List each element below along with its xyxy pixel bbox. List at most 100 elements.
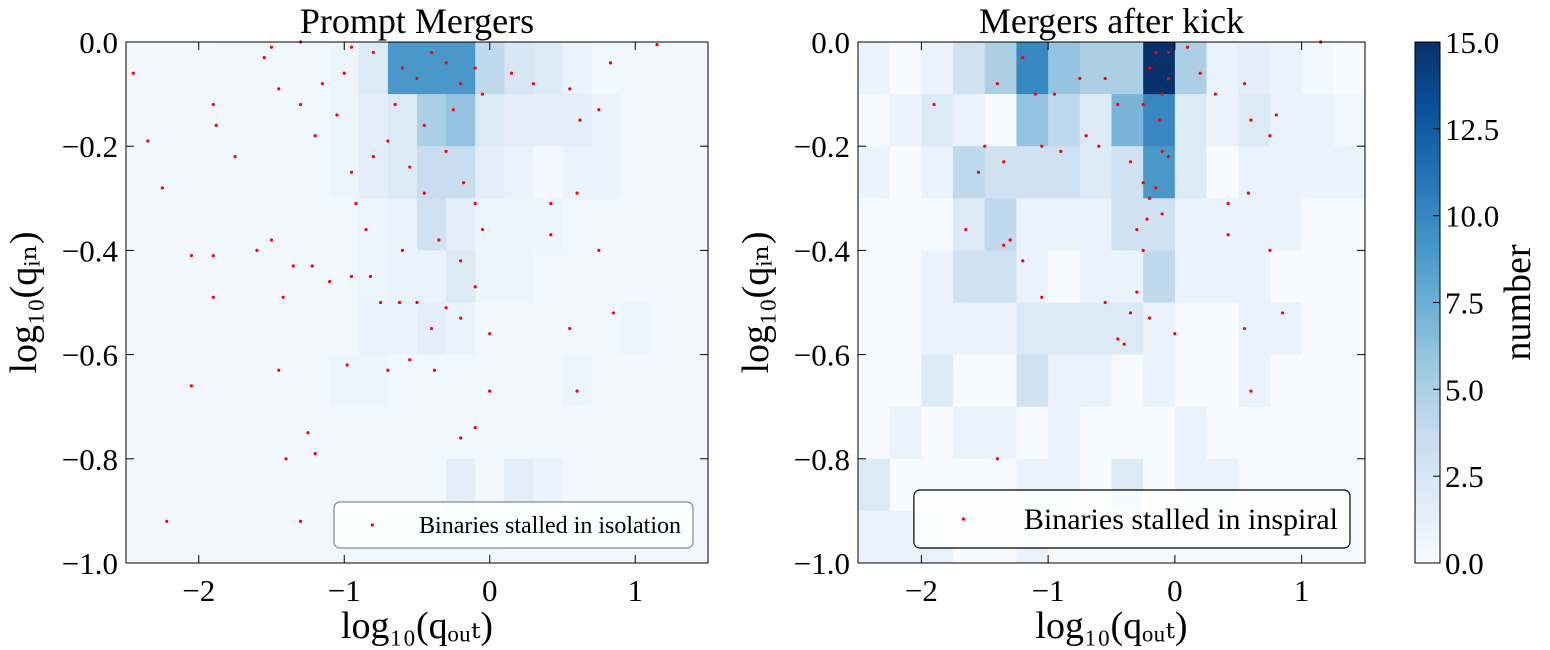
scatter-point <box>1103 300 1107 305</box>
y-tick-label: 0.0 <box>811 25 850 60</box>
heatmap-cell <box>889 250 922 303</box>
heatmap-cell <box>1269 42 1303 95</box>
heatmap-cell <box>329 94 360 147</box>
heatmap-cell <box>329 146 360 199</box>
heatmap-cell <box>858 250 891 303</box>
heatmap-cell <box>1048 302 1081 356</box>
heatmap-cell <box>1238 354 1271 408</box>
heatmap-cell <box>329 302 360 356</box>
x-axis-label: log₁₀(qₒᵤₜ) <box>1035 605 1187 647</box>
heatmap-cell <box>921 250 954 303</box>
legend-marker <box>961 517 965 521</box>
heatmap-cell <box>921 302 954 356</box>
scatter-point <box>146 139 150 143</box>
heatmap-cell <box>620 146 651 199</box>
heatmap-cell <box>858 42 891 95</box>
scatter-point <box>575 191 579 195</box>
scatter-point <box>444 306 448 310</box>
heatmap-cell <box>1206 94 1239 147</box>
scatter-point <box>1141 181 1145 185</box>
heatmap-cell <box>358 198 389 251</box>
heatmap-cell <box>504 94 534 147</box>
scatter-point <box>1173 332 1177 336</box>
legend: Binaries stalled in isolation <box>333 501 694 549</box>
scatter-point <box>1198 71 1202 75</box>
heatmap-cell <box>184 250 214 303</box>
heatmap-cell <box>921 94 954 147</box>
heatmap-cell <box>242 146 272 199</box>
heatmap-cell <box>271 302 302 356</box>
heatmap-cell <box>1174 302 1208 356</box>
scatter-point <box>306 431 310 435</box>
heatmap-cell <box>1206 42 1239 95</box>
heatmap-cell <box>184 146 214 199</box>
heatmap-cell <box>1206 354 1239 408</box>
colorbar-tick-label: 5.0 <box>1445 372 1484 407</box>
scatter-point <box>964 227 968 232</box>
heatmap-cell <box>921 406 954 460</box>
scatter-point <box>1002 243 1006 247</box>
scatter-point <box>397 300 402 305</box>
scatter-point <box>349 170 354 174</box>
heatmap-cell <box>1048 406 1081 460</box>
scatter-point <box>211 254 215 258</box>
heatmap-cell <box>300 250 331 303</box>
heatmap-cell <box>213 406 243 460</box>
scatter-point <box>451 108 455 112</box>
x-tick-label: −2 <box>182 573 215 608</box>
scatter-point <box>1021 259 1025 263</box>
scatter-point <box>1268 248 1272 252</box>
scatter-point <box>1147 196 1152 200</box>
heatmap-cell <box>1143 198 1176 251</box>
heatmap-cell <box>300 510 331 564</box>
heatmap-cell <box>889 354 922 408</box>
scatter-point <box>437 238 441 242</box>
y-tick-label: −0.2 <box>62 129 118 164</box>
heatmap-cell <box>126 198 156 251</box>
scatter-point <box>1116 337 1120 341</box>
heatmap-cell <box>1301 198 1334 251</box>
chart-title: Prompt Mergers <box>300 1 534 41</box>
heatmap-cell <box>1048 354 1081 408</box>
heatmap-cell <box>213 42 243 95</box>
heatmap-cell <box>1301 250 1334 303</box>
scatter-point <box>1084 134 1088 138</box>
heatmap-cell <box>1301 146 1334 199</box>
heatmap-cell <box>475 354 505 408</box>
heatmap-cell <box>475 406 505 460</box>
heatmap-cell <box>300 198 331 251</box>
legend-marker <box>370 523 374 527</box>
heatmap-cell <box>358 42 389 95</box>
x-tick-label: 1 <box>1294 573 1310 608</box>
scatter-point <box>349 45 354 49</box>
scatter-point <box>432 368 437 372</box>
y-tick-label: −0.8 <box>794 442 850 477</box>
heatmap-cell <box>184 458 214 512</box>
heatmap-cell <box>1174 146 1208 199</box>
scatter-point <box>608 61 613 65</box>
scatter-point <box>386 368 390 372</box>
heatmap-cell <box>155 94 185 147</box>
heatmap-cell <box>1333 42 1366 95</box>
chart-title: Mergers after kick <box>979 1 1244 41</box>
heatmap-cell <box>184 198 214 251</box>
legend-box <box>913 489 1351 549</box>
heatmap-cell <box>475 42 505 95</box>
heatmap-cell <box>300 302 331 356</box>
scatter-point <box>1249 118 1253 122</box>
heatmap-cell <box>1079 198 1112 251</box>
colorbar-tick-label: 2.5 <box>1445 459 1484 494</box>
heatmap-cell <box>889 198 922 251</box>
heatmap-cell <box>126 354 156 408</box>
heatmap-cell <box>1269 354 1303 408</box>
heatmap-cell <box>858 302 891 356</box>
scatter-point <box>379 300 383 305</box>
heatmap-cell <box>242 406 272 460</box>
x-tick-label: −1 <box>328 573 361 608</box>
heatmap-cell <box>1301 94 1334 147</box>
heatmap-cell <box>1079 406 1112 460</box>
heatmap-cell <box>446 198 476 251</box>
heatmap-cell <box>591 198 622 251</box>
heatmap-cell <box>953 302 986 356</box>
colorbar-tick-label: 12.5 <box>1445 112 1499 147</box>
